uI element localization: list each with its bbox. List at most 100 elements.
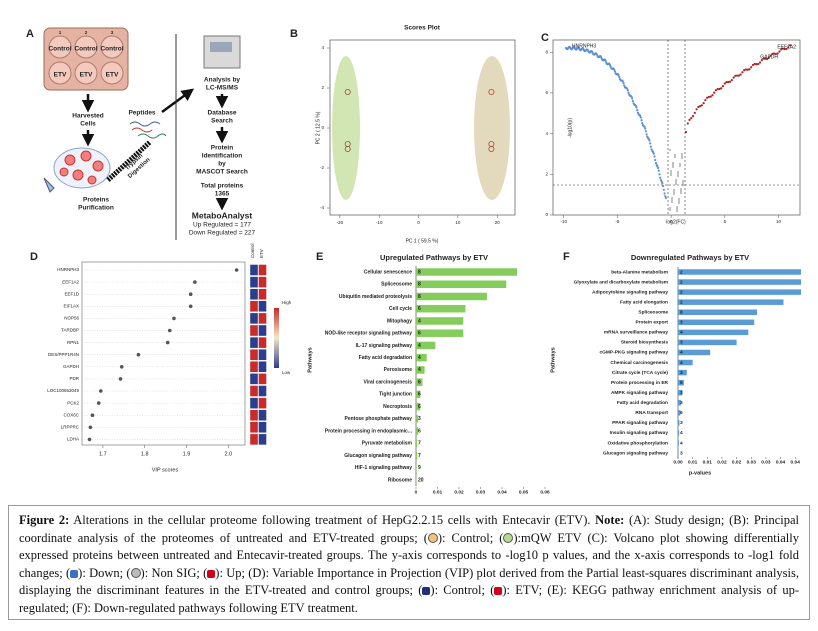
figure-caption: Figure 2: Alterations in the cellular pr… <box>8 505 810 620</box>
column-label: Control <box>250 243 255 258</box>
volcano-point <box>668 208 672 212</box>
volcano-point <box>762 57 765 60</box>
count-label: 6 <box>680 410 683 416</box>
volcano-point <box>700 104 703 107</box>
count-label: 9 <box>418 465 421 471</box>
bar <box>678 410 681 416</box>
bar <box>416 353 427 362</box>
volcano-point <box>758 61 762 64</box>
x-tick-label: 0.01 <box>688 459 698 465</box>
scale-label: High <box>282 300 292 305</box>
group-label: ETV <box>80 72 93 79</box>
volcano-point <box>648 139 651 142</box>
score-point <box>344 89 351 96</box>
heat-cell <box>249 349 259 361</box>
volcano-point <box>748 68 751 71</box>
volcano-point <box>753 62 756 66</box>
volcano-point <box>781 47 785 50</box>
category-label: Protein export <box>635 320 668 326</box>
volcano-point <box>769 54 772 57</box>
x-tick-label: 2.0 <box>224 451 232 457</box>
x-tick-label: 20 <box>495 220 501 225</box>
category-label: Protein processing in endoplasmic... <box>325 428 413 434</box>
volcano-point <box>652 152 655 155</box>
volcano-point <box>669 169 673 173</box>
heat-cell <box>258 421 267 433</box>
arrow <box>106 140 152 182</box>
step-label: Proteins <box>83 197 109 204</box>
caption-text: ): Non SIG; ( <box>140 565 208 580</box>
volcano-point <box>634 104 637 107</box>
step-label: Identification <box>202 153 242 160</box>
volcano-point <box>669 171 673 175</box>
x-tick-label: 1.9 <box>183 451 191 457</box>
heat-cell <box>258 276 267 288</box>
category-label: Tight junction <box>379 392 412 398</box>
volcano-point <box>680 154 684 158</box>
volcano-point <box>631 97 634 100</box>
count-label: 6 <box>418 404 421 410</box>
count-label: 3 <box>680 320 683 326</box>
x-tick-label: 0.03 <box>761 459 771 465</box>
category-label: Peroxisome <box>384 367 413 373</box>
heat-cell <box>258 361 267 373</box>
count-label: 4 <box>418 343 421 349</box>
volcano-point <box>644 127 647 130</box>
volcano-point <box>704 98 707 102</box>
count-label: 4 <box>680 440 683 446</box>
bar <box>678 339 737 346</box>
caption-text: ): ETV; (E): KEGG pathway enrichment ana… <box>19 583 799 615</box>
volcano-point <box>675 209 679 213</box>
count-label: 2 <box>680 299 683 305</box>
volcano-point <box>663 192 666 195</box>
confidence-ellipse <box>332 56 360 200</box>
volcano-point <box>690 116 693 120</box>
volcano-point <box>720 87 723 90</box>
category-label: Pyruvate metabolism <box>362 441 413 447</box>
vip-dot <box>188 304 193 309</box>
volcano-point <box>672 190 676 194</box>
x-tick-label: 0.02 <box>717 459 727 465</box>
volcano-point <box>699 105 702 108</box>
plot-frame <box>552 39 801 216</box>
row-label: HNRNPH3 <box>57 267 79 272</box>
panel-letter: B <box>290 28 298 40</box>
x-axis-label: log2(FC) <box>666 219 686 225</box>
caption-text: ): Down; ( <box>78 565 131 580</box>
legend-icon <box>207 569 216 578</box>
step-label: Harvested <box>72 113 103 120</box>
heat-cell <box>258 385 267 397</box>
step-label: Analysis by <box>204 77 241 84</box>
vip-dot <box>234 268 239 272</box>
x-tick-label: 10 <box>776 219 782 224</box>
volcano-point <box>670 200 674 204</box>
bar <box>416 280 507 288</box>
volcano-point <box>679 191 683 195</box>
well-number: 2 <box>85 30 88 35</box>
legend-icon <box>427 532 438 543</box>
bar <box>416 304 466 313</box>
volcano-point <box>668 206 672 210</box>
volcano-point <box>778 50 781 53</box>
x-tick-label: 0.06 <box>540 489 550 495</box>
bar <box>678 309 758 315</box>
volcano-point <box>743 69 746 72</box>
heat-cell <box>258 336 267 349</box>
volcano-point <box>764 57 767 60</box>
bar <box>678 440 679 446</box>
x-tick-label: 0.01 <box>433 489 443 495</box>
step-label: Down Regulated = 227 <box>189 230 256 237</box>
row-label: LDHA <box>67 437 79 442</box>
volcano-point <box>654 158 657 162</box>
volcano-point <box>746 68 749 71</box>
panel-b: B Scores Plot PC 1 ( 59.5 %) PC 2 ( 12.5… <box>290 25 516 244</box>
volcano-point <box>644 130 647 133</box>
panel-e: E Upregulated Pathways by ETV Pathways p… <box>307 251 488 373</box>
volcano-point <box>670 196 674 200</box>
y-tick-label: 4 <box>545 131 548 136</box>
heat-cell <box>249 312 259 325</box>
chart-title: Downregulated Pathways by ETV <box>631 253 749 262</box>
x-axis-label: PC 1 ( 59.5 %) <box>406 238 439 244</box>
volcano-point <box>622 82 625 85</box>
volcano-point <box>741 71 744 74</box>
